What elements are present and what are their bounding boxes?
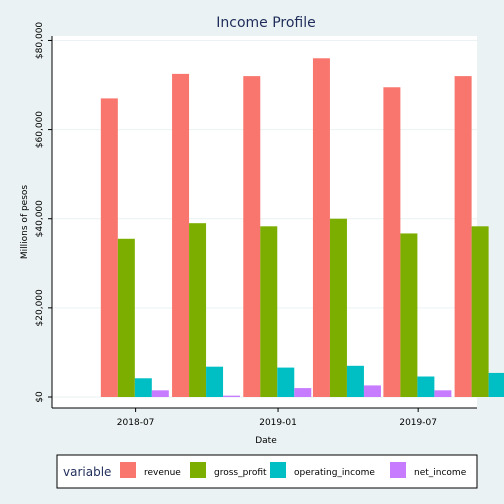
- bar-revenue: [100, 98, 118, 397]
- legend-swatch-revenue: [120, 462, 136, 478]
- bar-revenue: [454, 76, 472, 397]
- chart-title: Income Profile: [216, 15, 316, 31]
- legend-label-operating_income: operating_income: [294, 468, 375, 478]
- y-tick-label: $60,000: [35, 111, 45, 148]
- bar-operating_income: [277, 367, 295, 397]
- bar-net_income: [363, 385, 381, 397]
- legend: variable revenue gross_profit operating_in…: [56, 454, 478, 489]
- bar-operating_income: [134, 378, 152, 397]
- bar-revenue: [312, 58, 330, 398]
- legend-label-revenue: revenue: [144, 468, 181, 478]
- bar-operating_income: [417, 376, 435, 397]
- bars-layer: [100, 58, 504, 398]
- bar-gross_profit: [189, 223, 207, 397]
- x-tick-label: 2018-07: [117, 418, 155, 428]
- legend-swatch-gross_profit: [190, 462, 206, 478]
- bar-revenue: [172, 73, 190, 397]
- bar-revenue: [383, 87, 401, 398]
- bar-net_income: [223, 395, 241, 397]
- bar-gross_profit: [400, 233, 418, 397]
- bar-net_income: [434, 390, 452, 397]
- bar-operating_income: [206, 366, 224, 397]
- bar-operating_income: [488, 372, 504, 397]
- legend-label-gross_profit: gross_profit: [214, 468, 267, 478]
- x-tick-label: 2019-07: [399, 418, 437, 428]
- bar-gross_profit: [260, 226, 278, 397]
- x-tick-label: 2019-01: [259, 418, 297, 428]
- y-tick-label: $0: [35, 391, 45, 403]
- bar-gross_profit: [117, 238, 135, 397]
- bar-gross_profit: [329, 218, 347, 397]
- legend-swatch-net_income: [390, 462, 406, 478]
- bar-net_income: [151, 390, 169, 397]
- bar-gross_profit: [471, 226, 489, 397]
- y-axis-label: Millions of pesos: [20, 185, 30, 260]
- legend-items: revenue gross_profit operating_income net_i…: [120, 462, 467, 478]
- y-tick-label: $20,000: [35, 289, 45, 326]
- bar-revenue: [243, 76, 261, 397]
- legend-label-net_income: net_income: [414, 468, 467, 478]
- axes-layer: $0 $20,000 $40,000 $60,000 $80,000 2018-07 201…: [35, 22, 477, 428]
- bar-operating_income: [346, 365, 364, 397]
- y-tick-label: $40,000: [35, 200, 45, 237]
- x-axis-label: Date: [255, 436, 277, 446]
- bar-net_income: [294, 388, 312, 397]
- legend-swatch-operating_income: [270, 462, 286, 478]
- y-tick-label: $80,000: [35, 22, 45, 59]
- legend-title: variable: [63, 465, 111, 479]
